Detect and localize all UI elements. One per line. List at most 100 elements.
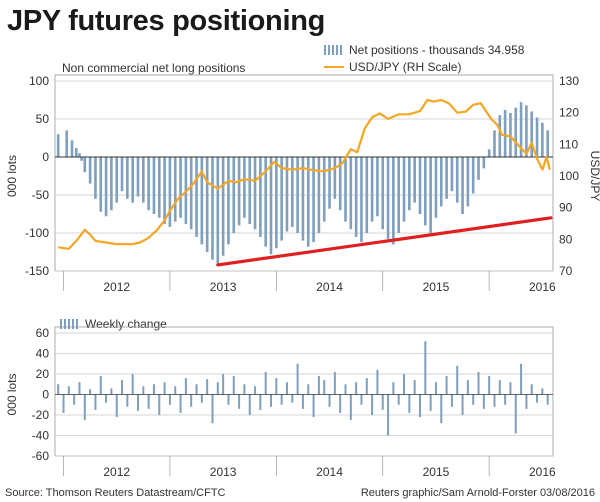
weekly-change-bar [477, 371, 480, 395]
weekly-change-bar [248, 394, 251, 415]
y2-tick-label: 110 [559, 137, 578, 151]
x-tick-label: 2015 [423, 280, 450, 294]
weekly-change-bar [307, 384, 310, 395]
net-position-bar [455, 157, 459, 203]
weekly-change-bar [73, 394, 76, 405]
net-position-bar [83, 157, 87, 173]
net-position-bar [445, 157, 448, 199]
net-position-bar [392, 157, 395, 245]
net-position-bar [80, 157, 83, 161]
weekly-change-bar [397, 394, 400, 405]
net-position-bar [530, 111, 534, 157]
y-axis-label: 000 lots [5, 373, 19, 415]
top-chart: 100 50 0 -50 -100 -150 2012 2013 2014 2015 2016 000… [5, 74, 600, 294]
net-position-bar [535, 117, 539, 157]
weekly-change-bar [445, 376, 448, 395]
weekly-change-bar [83, 394, 86, 421]
weekly-change-bar [360, 394, 363, 405]
net-position-bar [99, 157, 103, 212]
weekly-change-bar [418, 394, 421, 418]
footer-source: Source: Thomson Reuters Datastream/CFTC [5, 487, 226, 499]
weekly-change-bar [232, 376, 235, 395]
weekly-change-bar [259, 394, 262, 410]
weekly-change-bar [450, 394, 453, 407]
weekly-change-bar [493, 394, 496, 407]
weekly-change-bar [408, 394, 411, 413]
net-position-bar [541, 122, 544, 157]
net-position-bar [136, 157, 140, 197]
legend-usdjpy-label: USD/JPY (RH Scale) [349, 60, 462, 74]
net-position-bar [519, 102, 523, 157]
weekly-change-bar [137, 394, 139, 411]
x-tick-label: 2014 [316, 280, 343, 294]
y-tick-label: 0 [42, 150, 49, 164]
weekly-change-bar [78, 382, 81, 395]
weekly-change-bar [387, 394, 390, 436]
net-position-bar [354, 157, 358, 237]
y-tick-label: 20 [36, 367, 50, 381]
weekly-change-bar [126, 394, 129, 407]
x-tick-label: 2013 [210, 280, 237, 294]
weekly-change-bar [184, 378, 187, 395]
net-position-bar [232, 157, 236, 233]
y-tick-label: 60 [36, 326, 50, 340]
weekly-change-bar [424, 341, 427, 395]
weekly-change-bar [466, 380, 469, 395]
net-position-bar [211, 157, 214, 260]
weekly-change-bar [504, 394, 507, 405]
weekly-change-bar [403, 374, 406, 395]
y2-tick-label: 80 [559, 232, 573, 246]
net-position-bar [110, 157, 113, 211]
net-position-bar [338, 157, 342, 211]
net-position-bar [131, 157, 134, 203]
weekly-change-bar [371, 394, 374, 415]
net-position-bar [439, 157, 443, 207]
weekly-change-bar [461, 394, 464, 415]
net-position-bar [157, 157, 161, 218]
net-position-bar [493, 130, 496, 157]
net-position-bar [482, 157, 486, 169]
net-position-bar [126, 157, 129, 199]
y2-axis-label: USD/JPY [588, 151, 600, 202]
net-position-bar [424, 157, 427, 226]
weekly-change-bar [291, 394, 294, 403]
legend-line-swatch [324, 66, 344, 68]
net-position-bar [450, 157, 454, 192]
weekly-change-bar [328, 394, 331, 407]
net-position-bar [115, 157, 119, 203]
y-tick-label: 50 [36, 112, 50, 126]
y2-tick-label: 120 [559, 106, 579, 120]
x-tick-label: 2013 [210, 465, 237, 479]
y-tick-label: 0 [42, 388, 49, 402]
y2-tick-label: 90 [559, 201, 573, 215]
weekly-change-bar [211, 394, 214, 424]
weekly-change-bar [530, 384, 533, 395]
net-position-bar [205, 157, 209, 252]
y-tick-label: 40 [36, 347, 50, 361]
net-position-bar [280, 157, 283, 241]
net-position-bar [152, 157, 156, 214]
weekly-change-bar [344, 384, 347, 395]
footer-credit: Reuters graphic/Sam Arnold-Forster 03/08… [360, 487, 595, 499]
net-position-bar [386, 157, 390, 240]
net-position-bar [189, 157, 193, 230]
net-position-bar [466, 157, 470, 207]
weekly-change-bar [105, 394, 108, 403]
chart-title: JPY futures positioning [7, 5, 326, 37]
legend-usdjpy: USD/JPY (RH Scale) [324, 60, 461, 74]
net-position-bar [509, 112, 512, 157]
net-position-bar [275, 157, 278, 249]
net-position-bar [360, 157, 363, 243]
weekly-change-bar [472, 394, 475, 405]
net-position-bar [179, 157, 182, 218]
weekly-change-bar [195, 384, 198, 395]
net-position-bar [312, 157, 315, 243]
weekly-change-bar [349, 394, 352, 421]
x-tick-label: 2016 [529, 280, 556, 294]
weekly-change-bar [131, 374, 134, 395]
y2-tick-label: 130 [559, 74, 579, 88]
net-position-bar [429, 157, 432, 233]
weekly-change-bar [179, 394, 182, 413]
net-position-bar [147, 157, 150, 211]
weekly-change-bar [243, 384, 246, 395]
